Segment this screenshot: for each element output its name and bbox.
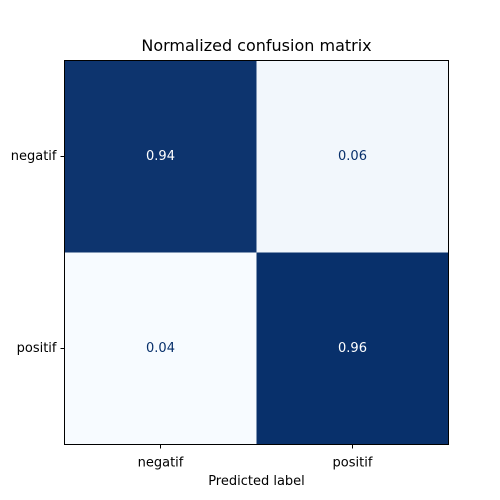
chart-title: Normalized confusion matrix [141,36,371,55]
x-tick-label: positif [333,456,373,471]
plot-frame [64,60,449,445]
cell-value-label: 0.94 [146,149,175,164]
heatmap-cell [256,60,449,253]
heatmap-cell [64,60,257,253]
heatmap-cell [64,252,257,445]
y-tick-label: positif [17,341,57,356]
cell-value-label: 0.96 [338,341,367,356]
cell-value-label: 0.04 [146,341,175,356]
cells-layer: 0.94 0.06 0.04 0.96 [64,60,449,445]
y-tick-label: negatif [11,149,57,164]
x-tick-label: negatif [138,456,184,471]
cell-value-label: 0.06 [338,149,367,164]
heatmap-cell [256,252,449,445]
ticks-layer: negatif positif negatif positif [11,149,373,471]
x-axis-label: Predicted label [208,474,305,489]
